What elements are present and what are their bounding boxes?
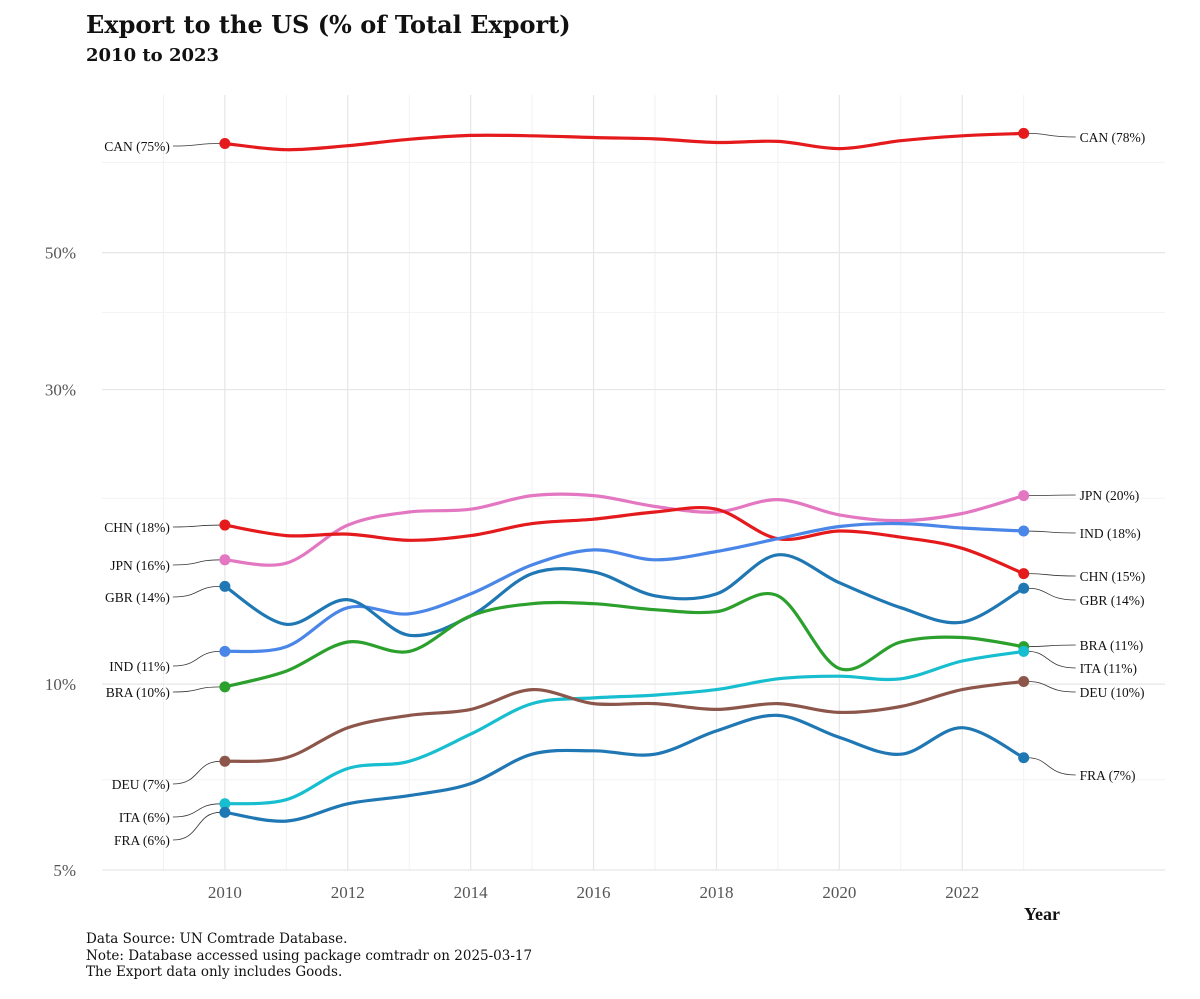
start-leader-fra bbox=[172, 811, 221, 841]
series-line-chn bbox=[223, 505, 1026, 576]
start-leader-gbr bbox=[172, 585, 221, 598]
x-tick-label: 2016 bbox=[577, 883, 611, 902]
start-leader-ita bbox=[172, 803, 221, 818]
end-point-chn bbox=[1018, 568, 1030, 580]
caption-source: Data Source: UN Comtrade Database. bbox=[86, 931, 348, 947]
start-leader-can bbox=[172, 143, 221, 147]
end-point-deu bbox=[1018, 675, 1030, 687]
end-label-jpn: JPN (20%) bbox=[1080, 488, 1140, 503]
end-point-fra bbox=[1018, 752, 1030, 764]
start-label-gbr: GBR (14%) bbox=[105, 590, 170, 605]
y-axis-ticks: 5% 10% 30% 50% bbox=[45, 244, 76, 880]
end-leader-deu bbox=[1027, 681, 1076, 693]
start-point-can bbox=[219, 138, 231, 150]
series-lines bbox=[223, 131, 1026, 823]
end-leader-can bbox=[1027, 132, 1076, 138]
series-line-jpn bbox=[223, 492, 1026, 567]
x-tick-label: 2014 bbox=[454, 883, 489, 902]
end-leader-jpn bbox=[1027, 494, 1076, 497]
end-label-ita: ITA (11%) bbox=[1080, 661, 1137, 676]
end-leader-chn bbox=[1027, 573, 1076, 577]
caption-scope: The Export data only includes Goods. bbox=[86, 964, 343, 980]
start-point-ind bbox=[219, 645, 231, 657]
start-leader-ind bbox=[172, 650, 221, 667]
y-tick-label: 10% bbox=[45, 675, 76, 694]
end-point-can bbox=[1018, 127, 1030, 139]
end-label-gbr: GBR (14%) bbox=[1080, 593, 1145, 608]
end-leader-bra bbox=[1027, 644, 1076, 648]
end-leader-ind bbox=[1027, 530, 1076, 534]
start-point-gbr bbox=[219, 580, 231, 592]
start-label-jpn: JPN (16%) bbox=[110, 558, 170, 573]
series-line-deu bbox=[223, 679, 1026, 763]
end-leader-ita bbox=[1027, 650, 1076, 669]
label-leaders bbox=[172, 132, 1076, 841]
start-label-ind: IND (11%) bbox=[109, 659, 170, 674]
series-labels: CAN (75%) CAN (78%) JPN (16%) JPN (20%) CHN … bbox=[104, 130, 1145, 848]
series-line-bra bbox=[223, 592, 1026, 689]
start-label-ita: ITA (6%) bbox=[119, 810, 170, 825]
x-tick-label: 2018 bbox=[699, 883, 733, 902]
caption: Data Source: UN Comtrade Database. Note:… bbox=[86, 931, 532, 981]
x-tick-label: 2012 bbox=[331, 883, 365, 902]
start-leader-deu bbox=[172, 760, 221, 785]
end-leader-gbr bbox=[1027, 587, 1076, 601]
grid bbox=[102, 95, 1165, 871]
y-tick-label: 5% bbox=[53, 861, 76, 880]
start-point-deu bbox=[219, 755, 231, 767]
start-label-chn: CHN (18%) bbox=[104, 520, 170, 535]
chart-subtitle: 2010 to 2023 bbox=[86, 45, 220, 66]
end-point-ind bbox=[1018, 525, 1030, 537]
end-label-fra: FRA (7%) bbox=[1080, 768, 1136, 783]
end-point-jpn bbox=[1018, 490, 1030, 502]
end-leader-fra bbox=[1027, 757, 1076, 776]
start-point-jpn bbox=[219, 554, 231, 566]
end-point-gbr bbox=[1018, 582, 1030, 594]
end-point-ita bbox=[1018, 645, 1030, 657]
start-label-deu: DEU (7%) bbox=[112, 777, 170, 792]
x-axis-title: Year bbox=[1024, 904, 1060, 924]
x-axis-ticks: 2010 2012 2014 2016 2018 2020 2022 bbox=[208, 883, 979, 902]
x-tick-label: 2022 bbox=[945, 883, 979, 902]
series-line-can bbox=[223, 131, 1026, 152]
series-line-fra bbox=[223, 713, 1026, 823]
end-label-bra: BRA (11%) bbox=[1080, 638, 1144, 653]
start-label-can: CAN (75%) bbox=[104, 139, 170, 154]
end-label-chn: CHN (15%) bbox=[1080, 569, 1146, 584]
chart-title: Export to the US (% of Total Export) bbox=[86, 10, 571, 39]
start-leader-jpn bbox=[172, 559, 221, 566]
start-point-fra bbox=[219, 806, 231, 818]
series-points bbox=[219, 127, 1030, 818]
end-label-deu: DEU (10%) bbox=[1080, 685, 1145, 700]
caption-note: Note: Database accessed using package co… bbox=[86, 947, 533, 964]
start-label-fra: FRA (6%) bbox=[114, 833, 170, 848]
series-line-gbr bbox=[223, 553, 1026, 638]
start-point-chn bbox=[219, 519, 231, 531]
x-tick-label: 2020 bbox=[822, 883, 856, 902]
y-tick-label: 50% bbox=[45, 244, 76, 263]
start-leader-chn bbox=[172, 524, 221, 528]
start-leader-bra bbox=[172, 686, 221, 693]
series-line-ita bbox=[223, 649, 1026, 806]
start-label-bra: BRA (10%) bbox=[106, 685, 170, 700]
series-line-ind bbox=[223, 521, 1026, 654]
x-tick-label: 2010 bbox=[208, 883, 242, 902]
end-label-can: CAN (78%) bbox=[1080, 130, 1146, 145]
end-label-ind: IND (18%) bbox=[1080, 526, 1141, 541]
start-point-ita bbox=[219, 798, 231, 810]
y-tick-label: 30% bbox=[45, 381, 76, 400]
start-point-bra bbox=[219, 681, 231, 693]
